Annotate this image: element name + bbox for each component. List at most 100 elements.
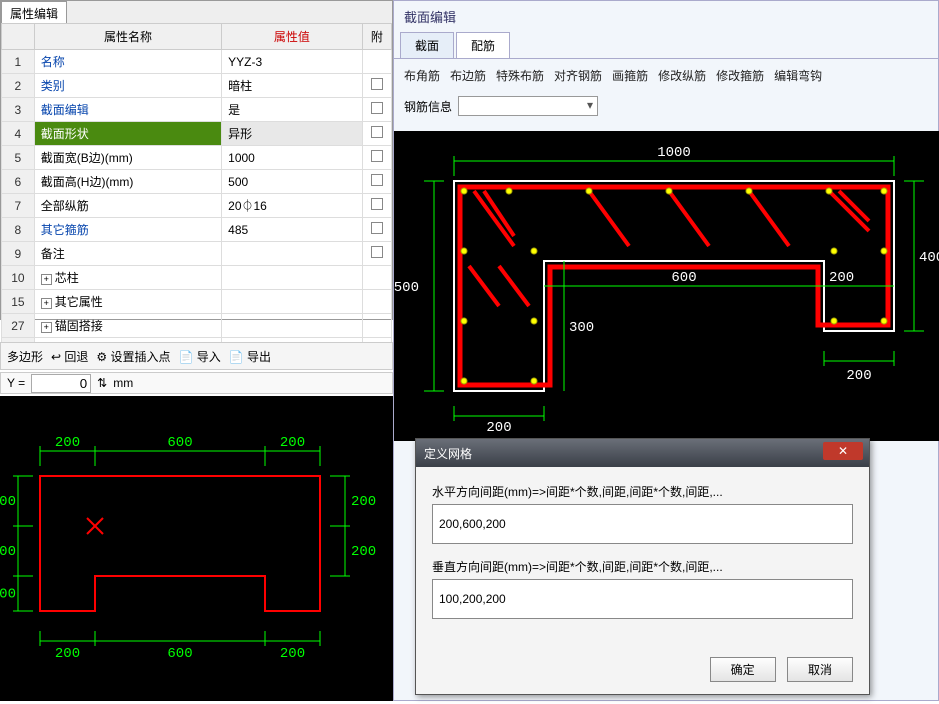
dialog-titlebar[interactable]: 定义网格 ✕ [416,439,869,467]
prop-name: +芯柱 [34,266,221,290]
y-spinner-icon[interactable]: ⇅ [97,376,107,390]
rownum: 15 [2,290,35,314]
svg-text:1000: 1000 [657,145,691,161]
tool-set-insert-point[interactable]: ⚙ 设置插入点 [96,348,170,365]
table-row[interactable]: 2类别暗柱 [2,74,392,98]
rebar-info-combo[interactable] [458,96,598,116]
checkbox-icon[interactable] [371,222,383,234]
section-shape-canvas[interactable]: 200600200200600200200300100200200 [0,396,393,701]
prop-value[interactable]: 异形 [222,122,363,146]
vert-spacing-input[interactable] [432,579,853,619]
btn-modify-longbar[interactable]: 修改纵筋 [658,67,706,84]
cancel-button[interactable]: 取消 [787,657,853,682]
svg-text:200: 200 [829,270,854,286]
svg-text:200: 200 [486,420,511,436]
shape-toolbar: 多边形 ↩ 回退 ⚙ 设置插入点 📄 导入 📄 导出 [0,342,393,370]
prop-name: 截面高(H边)(mm) [34,170,221,194]
horiz-spacing-label: 水平方向间距(mm)=>间距*个数,间距,间距*个数,间距,... [432,483,853,500]
tab-rebar[interactable]: 配筋 [456,32,510,58]
prop-attach[interactable] [362,314,391,338]
svg-text:100: 100 [0,587,16,603]
svg-text:200: 200 [55,646,80,662]
btn-edge-bar[interactable]: 布边筋 [450,67,486,84]
prop-name: 截面形状 [34,122,221,146]
col-attach: 附 [362,24,391,50]
checkbox-icon[interactable] [371,246,383,258]
section-tab-row: 截面 配筋 [394,32,938,59]
btn-align-bar[interactable]: 对齐钢筋 [554,67,602,84]
prop-value[interactable]: YYZ-3 [222,50,363,74]
table-row[interactable]: 5截面宽(B边)(mm)1000 [2,146,392,170]
prop-link[interactable]: 名称 [41,55,65,69]
btn-special-bar[interactable]: 特殊布筋 [496,67,544,84]
btn-corner-bar[interactable]: 布角筋 [404,67,440,84]
prop-value[interactable]: 20⏀16 [222,194,363,218]
table-row[interactable]: 10+芯柱 [2,266,392,290]
prop-attach[interactable] [362,194,391,218]
rebar-canvas[interactable]: 1000400500600200300200200 [394,131,939,441]
grid-definition-dialog: 定义网格 ✕ 水平方向间距(mm)=>间距*个数,间距,间距*个数,间距,...… [415,438,870,695]
prop-link[interactable]: 截面编辑 [41,103,89,117]
prop-value[interactable]: 是 [222,98,363,122]
y-label: Y = [7,376,25,390]
prop-value[interactable]: 485 [222,218,363,242]
property-tab-bar: 属性编辑 [1,1,392,23]
table-row[interactable]: 7全部纵筋20⏀16 [2,194,392,218]
btn-modify-stirrup[interactable]: 修改箍筋 [716,67,764,84]
rownum: 4 [2,122,35,146]
prop-attach[interactable] [362,170,391,194]
tool-polygon[interactable]: 多边形 [7,348,43,365]
table-row[interactable]: 6截面高(H边)(mm)500 [2,170,392,194]
tool-import[interactable]: 📄 导入 [179,348,221,365]
prop-value[interactable]: 暗柱 [222,74,363,98]
btn-edit-hook[interactable]: 编辑弯钩 [774,67,822,84]
prop-value[interactable] [222,314,363,338]
prop-attach[interactable] [362,218,391,242]
tab-section[interactable]: 截面 [400,32,454,58]
table-row[interactable]: 3截面编辑是 [2,98,392,122]
prop-value[interactable] [222,266,363,290]
tool-export[interactable]: 📄 导出 [229,348,271,365]
table-row[interactable]: 27+锚固搭接 [2,314,392,338]
expand-icon[interactable]: + [41,298,52,309]
checkbox-icon[interactable] [371,174,383,186]
table-row[interactable]: 15+其它属性 [2,290,392,314]
btn-draw-stirrup[interactable]: 画箍筋 [612,67,648,84]
horiz-spacing-input[interactable] [432,504,853,544]
prop-value[interactable] [222,242,363,266]
prop-link[interactable]: 类别 [41,79,65,93]
rownum: 5 [2,146,35,170]
prop-attach[interactable] [362,266,391,290]
prop-attach[interactable] [362,50,391,74]
prop-value[interactable]: 1000 [222,146,363,170]
tab-property-edit[interactable]: 属性编辑 [1,1,67,23]
prop-attach[interactable] [362,122,391,146]
checkbox-icon[interactable] [371,126,383,138]
table-row[interactable]: 8其它箍筋485 [2,218,392,242]
table-row[interactable]: 4截面形状异形 [2,122,392,146]
ok-button[interactable]: 确定 [710,657,776,682]
prop-attach[interactable] [362,98,391,122]
table-row[interactable]: 1名称YYZ-3 [2,50,392,74]
y-input[interactable] [31,374,91,393]
prop-value[interactable] [222,290,363,314]
prop-attach[interactable] [362,290,391,314]
checkbox-icon[interactable] [371,78,383,90]
table-row[interactable]: 9备注 [2,242,392,266]
tool-undo[interactable]: ↩ 回退 [51,348,88,365]
svg-text:200: 200 [0,494,16,510]
checkbox-icon[interactable] [371,102,383,114]
expand-icon[interactable]: + [41,322,52,333]
expand-icon[interactable]: + [41,274,52,285]
y-unit: mm [113,376,133,390]
checkbox-icon[interactable] [371,150,383,162]
prop-name: 备注 [34,242,221,266]
dialog-close-icon[interactable]: ✕ [823,442,863,460]
checkbox-icon[interactable] [371,198,383,210]
prop-value[interactable]: 500 [222,170,363,194]
prop-link[interactable]: 其它箍筋 [41,223,89,237]
prop-attach[interactable] [362,146,391,170]
prop-attach[interactable] [362,74,391,98]
prop-attach[interactable] [362,242,391,266]
prop-name: 全部纵筋 [34,194,221,218]
